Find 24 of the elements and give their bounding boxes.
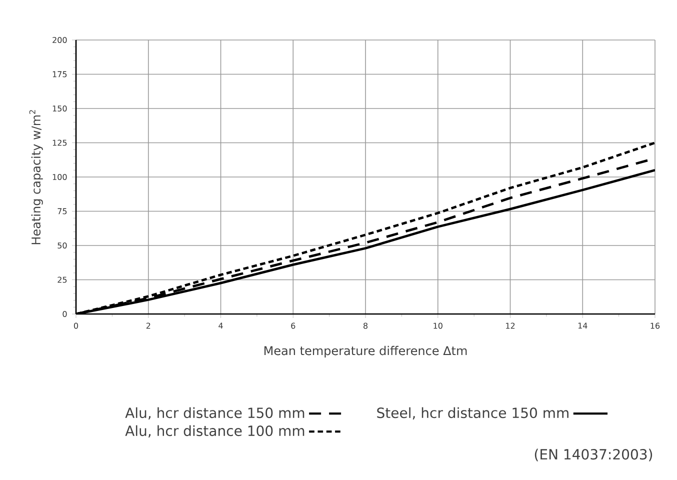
y-tick-label: 125 [52, 140, 67, 146]
x-tick-label: 8 [364, 322, 368, 329]
y-tick-label: 175 [52, 71, 67, 78]
legend-label: Alu, hcr distance 150 mm [125, 407, 304, 420]
y-tick-label: 150 [52, 105, 67, 112]
legend-label: Alu, hcr distance 100 mm [125, 425, 304, 438]
x-tick-label: 2 [146, 322, 150, 329]
x-tick-label: 12 [506, 322, 515, 329]
text: (EN 14037:2003) [534, 448, 652, 462]
y-tick-label: 75 [58, 208, 67, 214]
y-tick-label: 200 [52, 36, 67, 44]
x-axis-title: Mean temperature difference Δtm [264, 346, 467, 358]
x-tick-label: 16 [650, 322, 660, 329]
y-tick-label: 25 [58, 276, 67, 283]
x-tick-label: 14 [578, 322, 588, 329]
x-tick-label: 6 [291, 322, 296, 329]
y-tick-label: 50 [58, 242, 67, 249]
legend-label: Steel, hcr distance 150 mm [377, 407, 568, 420]
x-tick-label: 10 [434, 322, 442, 329]
y-tick-label: 100 [52, 174, 67, 180]
y-tick-label: 0 [62, 310, 67, 318]
y-axis-title: Heating capacity w/m$^{2}$ [29, 110, 43, 244]
x-tick-label: 0 [74, 322, 78, 329]
x-tick-label: 4 [218, 322, 223, 329]
